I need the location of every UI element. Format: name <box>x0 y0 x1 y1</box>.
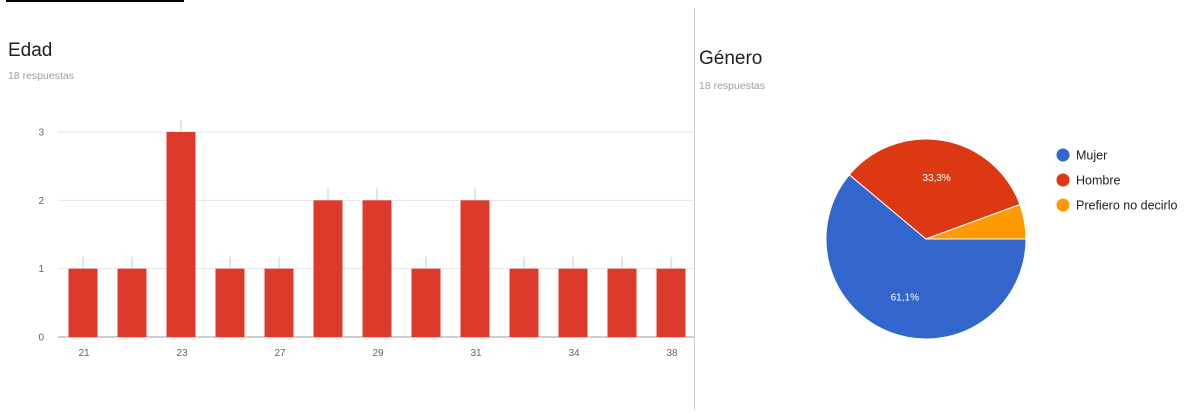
legend-swatch <box>1056 173 1070 187</box>
x-tick-label: 21 <box>78 348 90 359</box>
bar <box>117 268 147 337</box>
pie-slice <box>848 138 1021 240</box>
x-tick-label: 38 <box>666 348 678 359</box>
pie-slice <box>825 174 1027 340</box>
bar <box>460 200 490 337</box>
bar <box>166 132 196 337</box>
pie-chart-subtitle: 18 respuestas <box>699 80 765 92</box>
pie-slice-label: 61,1% <box>891 292 919 303</box>
bar <box>215 268 245 337</box>
pie-slice-label: 33,3% <box>922 173 950 184</box>
bar <box>656 268 686 337</box>
y-tick-label: 1 <box>38 264 44 275</box>
y-tick-label: 2 <box>38 196 44 207</box>
legend-label: Hombre <box>1076 174 1121 188</box>
bar <box>313 200 343 337</box>
bar <box>607 268 637 337</box>
legend-swatch <box>1056 148 1070 162</box>
pie-chart-title: Género <box>699 48 763 69</box>
top-rule <box>6 0 184 2</box>
bar <box>558 268 588 337</box>
x-tick-label: 34 <box>568 348 580 359</box>
bar-chart-title: Edad <box>8 40 53 61</box>
x-tick-label: 23 <box>176 348 188 359</box>
y-tick-label: 3 <box>38 128 44 139</box>
x-tick-label: 27 <box>274 348 286 359</box>
y-tick-label: 0 <box>38 333 44 344</box>
bar <box>264 268 294 337</box>
bar <box>68 268 98 337</box>
bar <box>509 268 539 337</box>
x-tick-label: 31 <box>470 348 482 359</box>
pie-slice <box>925 203 1027 240</box>
x-tick-label: 29 <box>372 348 384 359</box>
panel-divider <box>694 8 695 410</box>
legend-swatch <box>1056 198 1070 212</box>
bar <box>362 200 392 337</box>
legend-label: Prefiero no decirlo <box>1076 199 1177 213</box>
bar-chart-subtitle: 18 respuestas <box>8 70 74 82</box>
legend-label: Mujer <box>1076 149 1107 163</box>
bar <box>411 268 441 337</box>
